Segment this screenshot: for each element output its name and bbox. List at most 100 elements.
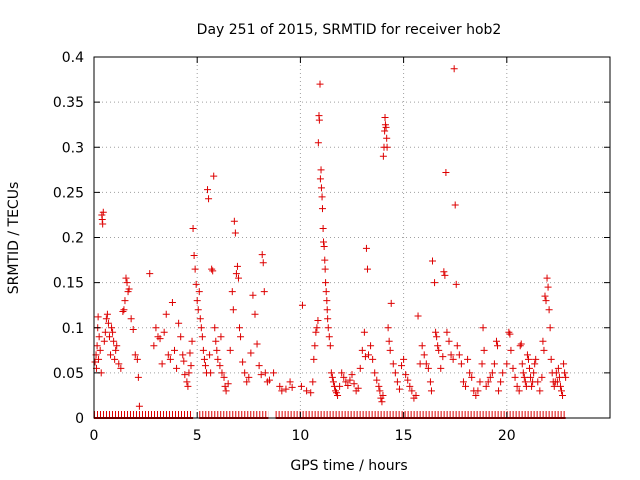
data-point <box>459 378 467 386</box>
data-point <box>102 315 110 323</box>
data-point <box>156 335 164 343</box>
data-point <box>452 280 460 288</box>
data-point <box>224 380 232 388</box>
data-point <box>480 346 488 354</box>
data-point <box>321 265 329 273</box>
data-point <box>152 324 160 332</box>
data-point <box>323 306 331 314</box>
data-point <box>134 373 142 381</box>
data-point <box>540 346 548 354</box>
data-point <box>427 387 435 395</box>
data-point <box>365 351 373 359</box>
data-point <box>431 279 439 287</box>
data-point <box>324 324 332 332</box>
data-point <box>100 337 108 345</box>
x-tick-label: 5 <box>193 428 202 444</box>
data-point <box>94 313 102 321</box>
data-point <box>376 387 384 395</box>
data-point <box>206 351 214 359</box>
data-point <box>245 373 253 381</box>
data-point <box>408 387 416 395</box>
data-point <box>162 310 170 318</box>
x-tick-label: 10 <box>291 428 309 444</box>
data-point <box>428 257 436 265</box>
data-point <box>386 346 394 354</box>
data-point <box>378 398 386 406</box>
data-point <box>560 360 568 368</box>
data-point <box>541 292 549 300</box>
y-tick-label: 0.25 <box>53 185 84 201</box>
data-point <box>497 378 505 386</box>
data-point <box>516 342 524 350</box>
data-point <box>131 351 139 359</box>
y-tick-label: 0.35 <box>53 95 84 111</box>
data-point <box>559 391 567 399</box>
data-point <box>443 328 451 336</box>
data-point <box>442 169 450 177</box>
data-point <box>261 369 269 377</box>
data-point <box>150 342 158 350</box>
data-point <box>243 378 251 386</box>
data-point <box>314 317 322 325</box>
data-point <box>214 355 222 363</box>
data-point <box>338 369 346 377</box>
data-point <box>554 364 562 372</box>
data-point <box>216 362 224 370</box>
data-point <box>324 315 332 323</box>
data-point <box>109 328 117 336</box>
data-point <box>320 238 328 246</box>
data-point <box>532 355 540 363</box>
data-point <box>190 252 198 260</box>
data-point <box>495 387 503 395</box>
data-point <box>180 357 188 365</box>
data-point <box>218 369 226 377</box>
data-point <box>346 376 354 384</box>
data-point <box>482 382 490 390</box>
data-point <box>119 308 127 316</box>
data-point <box>319 224 327 232</box>
data-point <box>95 333 103 341</box>
data-point <box>239 358 247 366</box>
data-point <box>507 346 515 354</box>
data-point <box>556 382 564 390</box>
data-point <box>196 315 204 323</box>
data-point <box>367 342 375 350</box>
data-point <box>316 175 324 183</box>
data-point <box>360 328 368 336</box>
data-point <box>247 349 255 357</box>
data-point <box>311 342 319 350</box>
data-point <box>492 337 500 345</box>
data-point <box>544 283 552 291</box>
data-point <box>107 351 115 359</box>
data-point <box>212 337 220 345</box>
data-point <box>233 262 241 270</box>
data-point <box>344 382 352 390</box>
data-point <box>451 201 459 209</box>
data-point <box>391 369 399 377</box>
data-point <box>322 288 330 296</box>
data-point <box>562 373 570 381</box>
data-point <box>519 369 527 377</box>
data-point <box>313 324 321 332</box>
data-point <box>379 152 387 160</box>
data-point <box>472 391 480 399</box>
data-point <box>381 113 389 121</box>
data-point <box>393 378 401 386</box>
data-point <box>546 324 554 332</box>
data-point <box>418 342 426 350</box>
data-point <box>561 369 569 377</box>
data-point <box>326 342 334 350</box>
data-point <box>440 268 448 276</box>
data-point <box>453 342 461 350</box>
data-point <box>381 127 389 135</box>
data-point <box>439 353 447 361</box>
data-point <box>257 371 265 379</box>
data-point <box>358 346 366 354</box>
data-point <box>286 378 294 386</box>
data-point <box>191 265 199 273</box>
data-point <box>265 376 273 384</box>
data-point <box>318 193 326 201</box>
data-point <box>328 373 336 381</box>
data-point <box>384 324 392 332</box>
